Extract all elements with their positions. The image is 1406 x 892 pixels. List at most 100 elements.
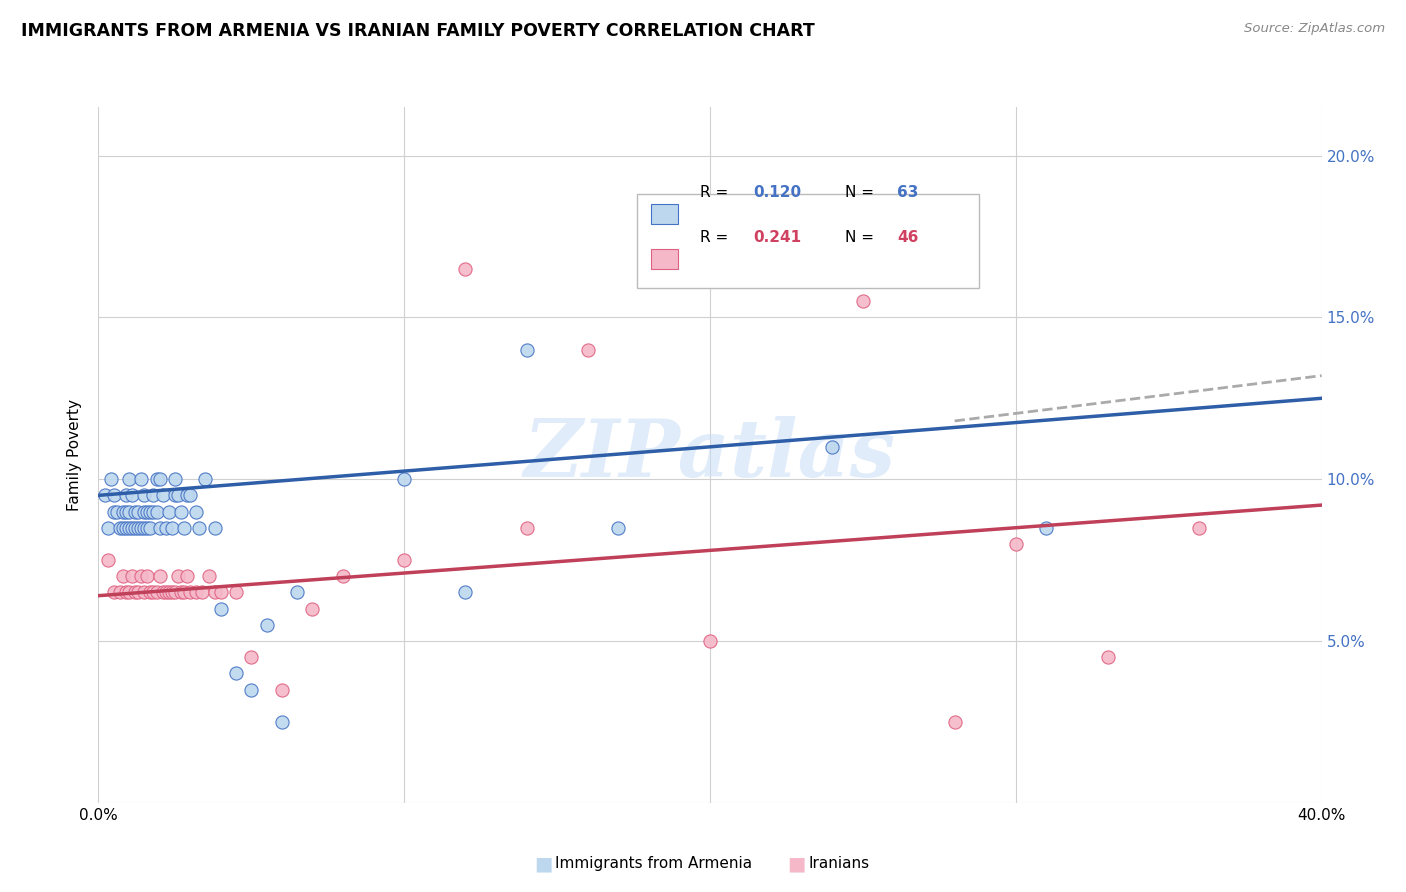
FancyBboxPatch shape	[651, 249, 678, 269]
Point	[1097, 650, 1119, 665]
Point	[197, 569, 219, 583]
Point	[176, 488, 198, 502]
Text: 0.241: 0.241	[752, 230, 801, 245]
Point	[454, 585, 477, 599]
Point	[163, 488, 186, 502]
Point	[1188, 521, 1211, 535]
Text: 0.120: 0.120	[752, 186, 801, 201]
FancyBboxPatch shape	[651, 204, 678, 224]
Point	[136, 521, 159, 535]
Point	[157, 585, 180, 599]
Point	[149, 472, 172, 486]
Point	[270, 682, 292, 697]
Point	[115, 521, 138, 535]
Point	[118, 585, 141, 599]
Point	[186, 504, 208, 518]
Point	[142, 488, 165, 502]
Point	[186, 585, 208, 599]
Point	[301, 601, 323, 615]
Text: 46: 46	[897, 230, 918, 245]
Point	[118, 504, 141, 518]
Point	[108, 585, 131, 599]
Point	[134, 521, 156, 535]
Point	[160, 521, 183, 535]
Text: N =: N =	[845, 186, 879, 201]
Point	[607, 521, 630, 535]
Point	[118, 472, 141, 486]
Point	[699, 634, 721, 648]
Point	[454, 261, 477, 276]
Point	[121, 488, 143, 502]
Point	[225, 585, 247, 599]
Text: ZIPatlas: ZIPatlas	[524, 417, 896, 493]
Point	[392, 472, 416, 486]
Point	[209, 585, 232, 599]
Point	[160, 585, 183, 599]
Point	[115, 585, 138, 599]
Point	[100, 472, 122, 486]
Point	[149, 569, 172, 583]
Point	[129, 569, 152, 583]
Point	[139, 585, 162, 599]
Point	[111, 521, 134, 535]
Text: ■: ■	[787, 854, 806, 873]
Point	[191, 585, 214, 599]
Point	[576, 343, 599, 357]
Point	[163, 585, 186, 599]
Point	[127, 504, 149, 518]
Text: R =: R =	[700, 186, 734, 201]
Point	[821, 440, 844, 454]
Text: Source: ZipAtlas.com: Source: ZipAtlas.com	[1244, 22, 1385, 36]
Point	[127, 585, 149, 599]
Point	[111, 569, 134, 583]
Point	[170, 585, 193, 599]
Text: IMMIGRANTS FROM ARMENIA VS IRANIAN FAMILY POVERTY CORRELATION CHART: IMMIGRANTS FROM ARMENIA VS IRANIAN FAMIL…	[21, 22, 815, 40]
Point	[155, 521, 177, 535]
Point	[121, 569, 143, 583]
Text: R =: R =	[700, 230, 734, 245]
Point	[134, 488, 156, 502]
Point	[152, 585, 174, 599]
Point	[852, 294, 875, 309]
Point	[134, 504, 156, 518]
Point	[167, 569, 190, 583]
Point	[516, 521, 538, 535]
Point	[139, 521, 162, 535]
Point	[97, 521, 120, 535]
Point	[157, 504, 180, 518]
Point	[97, 553, 120, 567]
Point	[1035, 521, 1057, 535]
Text: Iranians: Iranians	[808, 856, 869, 871]
Point	[103, 488, 125, 502]
Point	[105, 504, 128, 518]
Point	[127, 521, 149, 535]
Point	[103, 504, 125, 518]
Point	[167, 488, 190, 502]
Point	[170, 504, 193, 518]
Point	[1004, 537, 1026, 551]
Point	[270, 714, 292, 729]
Point	[152, 488, 174, 502]
Point	[136, 504, 159, 518]
Point	[204, 585, 226, 599]
Point	[149, 521, 172, 535]
Text: Immigrants from Armenia: Immigrants from Armenia	[555, 856, 752, 871]
Point	[103, 585, 125, 599]
Point	[111, 504, 134, 518]
Point	[115, 504, 138, 518]
Point	[179, 585, 201, 599]
Point	[145, 504, 167, 518]
Point	[332, 569, 354, 583]
Y-axis label: Family Poverty: Family Poverty	[67, 399, 83, 511]
Point	[194, 472, 217, 486]
Point	[139, 504, 162, 518]
Point	[173, 585, 195, 599]
Point	[124, 585, 146, 599]
Point	[516, 343, 538, 357]
Point	[240, 682, 263, 697]
Point	[943, 714, 966, 729]
Point	[256, 617, 278, 632]
Point	[204, 521, 226, 535]
Point	[124, 504, 146, 518]
Point	[142, 585, 165, 599]
